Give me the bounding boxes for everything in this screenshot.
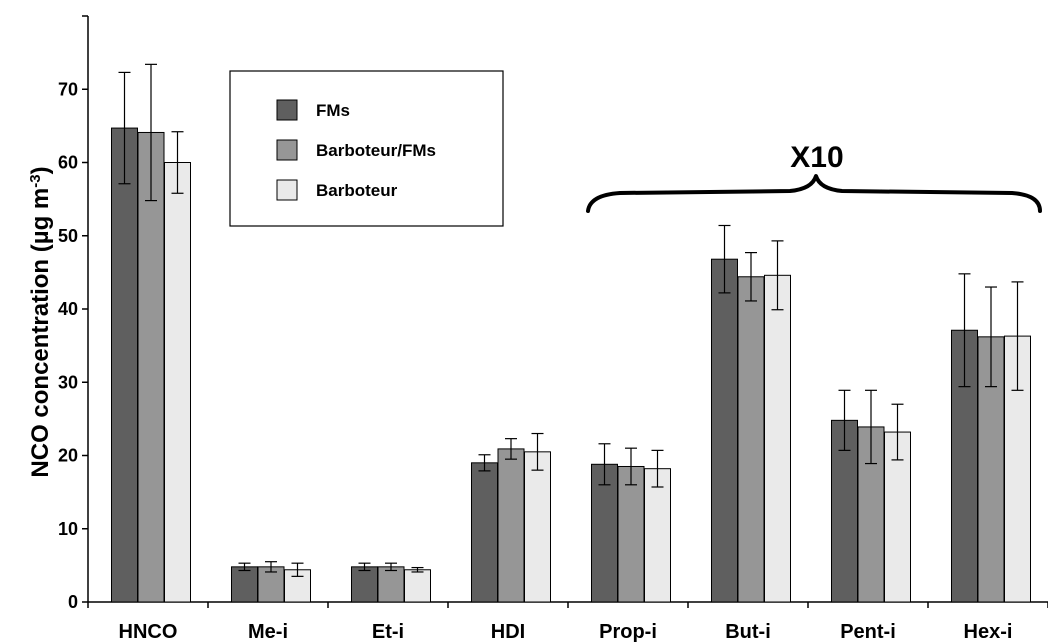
y-tick-label: 70 bbox=[58, 79, 78, 99]
bar bbox=[231, 566, 258, 603]
category-label: But-i bbox=[725, 621, 771, 643]
bar bbox=[524, 451, 551, 603]
legend-swatch bbox=[276, 139, 298, 161]
legend-swatch bbox=[276, 99, 298, 121]
category-label: HDI bbox=[491, 621, 525, 643]
legend-swatch bbox=[276, 179, 298, 201]
bar bbox=[497, 448, 525, 603]
legend-label: Barboteur bbox=[316, 181, 398, 200]
bar bbox=[111, 127, 138, 603]
error-bars bbox=[118, 63, 1024, 577]
y-tick-label: 10 bbox=[58, 519, 78, 539]
y-axis-title-main: NCO concentration (µg m bbox=[27, 188, 54, 478]
y-tick-label: 60 bbox=[58, 153, 78, 173]
y-tick-label: 50 bbox=[58, 226, 78, 246]
bar bbox=[644, 468, 671, 603]
bar bbox=[377, 566, 405, 603]
y-tick-label: 0 bbox=[68, 592, 78, 612]
bar bbox=[737, 276, 765, 603]
category-label: HNCO bbox=[119, 621, 178, 643]
category-label: Pent-i bbox=[840, 621, 896, 643]
category-label: Et-i bbox=[372, 621, 404, 643]
category-label: Prop-i bbox=[599, 621, 657, 643]
annotation-brace bbox=[586, 174, 1042, 213]
category-label: Hex-i bbox=[964, 621, 1013, 643]
annotation-label: X10 bbox=[790, 141, 843, 174]
category-label: Me-i bbox=[248, 621, 288, 643]
legend: FMs Barboteur/FMs Barboteur bbox=[229, 70, 504, 227]
bar bbox=[764, 274, 791, 603]
y-axis-title-superscript: -3 bbox=[27, 174, 44, 187]
x10-annotation: X10 bbox=[586, 141, 1042, 213]
bar bbox=[404, 569, 431, 603]
bar bbox=[257, 566, 285, 603]
y-axis-title: NCO concentration (µg m-3) bbox=[27, 166, 55, 477]
bar bbox=[351, 566, 378, 603]
bar bbox=[617, 465, 645, 603]
y-tick-label: 20 bbox=[58, 446, 78, 466]
bar bbox=[137, 131, 165, 603]
bar bbox=[471, 462, 498, 603]
bar bbox=[711, 258, 738, 603]
y-tick-label: 40 bbox=[58, 299, 78, 319]
category-labels: HNCO Me-i Et-i HDI Prop-i But-i Pent-i Hex-i bbox=[119, 621, 1013, 643]
y-tick-labels: 0 10 20 30 40 50 60 70 bbox=[58, 79, 78, 612]
y-tick-label: 30 bbox=[58, 372, 78, 392]
bar bbox=[164, 162, 191, 603]
legend-label: FMs bbox=[316, 101, 350, 120]
y-axis-title-close: ) bbox=[27, 166, 54, 174]
legend-box bbox=[229, 70, 504, 227]
legend-label: Barboteur/FMs bbox=[316, 141, 436, 160]
